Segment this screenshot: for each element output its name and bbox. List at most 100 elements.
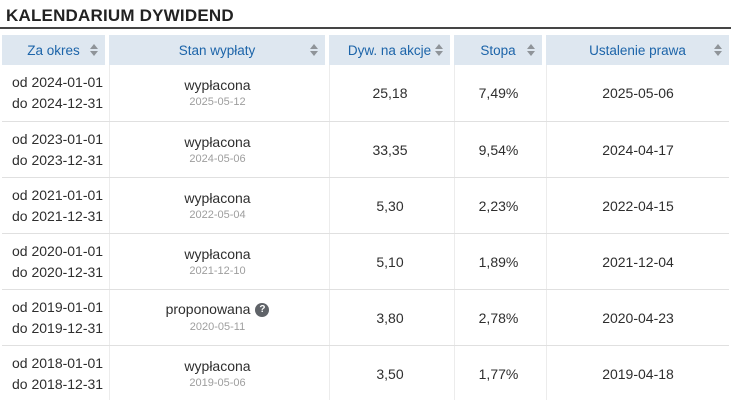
sort-icon[interactable] bbox=[90, 44, 98, 56]
period-to: do 2018-12-31 bbox=[12, 375, 104, 392]
cell-dividend-per-share: 25,18 bbox=[329, 65, 450, 121]
rights-date-value: 2024-04-17 bbox=[602, 141, 674, 158]
status-label: wypłacona bbox=[184, 133, 251, 150]
yield-value: 7,49% bbox=[478, 85, 519, 101]
column-header-label: Stan wypłaty bbox=[178, 42, 256, 58]
cell-period: od 2020-01-01 do 2020-12-31 bbox=[2, 234, 105, 289]
status-date: 2021-12-10 bbox=[189, 264, 246, 277]
dividend-value: 3,80 bbox=[376, 309, 404, 326]
cell-rights-date: 2024-04-17 bbox=[546, 122, 729, 177]
status-date: 2024-05-06 bbox=[189, 152, 246, 165]
yield-value: 1,77% bbox=[478, 365, 519, 382]
sort-icon[interactable] bbox=[527, 44, 535, 56]
page-title: KALENDARIUM DYWIDEND bbox=[6, 6, 234, 25]
table-row: od 2018-01-01 do 2018-12-31 wypłacona 20… bbox=[2, 345, 729, 400]
period-to: do 2024-12-31 bbox=[12, 95, 104, 111]
cell-dividend-per-share: 5,30 bbox=[329, 178, 450, 233]
rights-date-value: 2020-04-23 bbox=[602, 309, 674, 326]
column-header-stan-wyplaty[interactable]: Stan wypłaty bbox=[109, 35, 325, 65]
yield-value: 1,89% bbox=[478, 253, 519, 270]
column-header-label: Ustalenie prawa bbox=[589, 42, 686, 58]
cell-period: od 2024-01-01 do 2024-12-31 bbox=[2, 65, 105, 121]
status-label: wypłacona bbox=[184, 357, 251, 374]
period-from: od 2021-01-01 bbox=[12, 186, 104, 203]
table-body: od 2024-01-01 do 2024-12-31 wypłacona 20… bbox=[2, 65, 729, 400]
cell-dividend-per-share: 3,50 bbox=[329, 346, 450, 400]
period-from: od 2024-01-01 bbox=[12, 74, 104, 90]
status-label: wypłacona bbox=[184, 77, 251, 93]
status-date: 2019-05-06 bbox=[189, 376, 246, 389]
table-row: od 2020-01-01 do 2020-12-31 wypłacona 20… bbox=[2, 233, 729, 289]
table-row: od 2023-01-01 do 2023-12-31 wypłacona 20… bbox=[2, 121, 729, 177]
cell-status: wypłacona 2025-05-12 bbox=[109, 65, 325, 121]
sort-icon[interactable] bbox=[714, 44, 722, 56]
rights-date-value: 2021-12-04 bbox=[602, 253, 674, 270]
cell-dividend-per-share: 5,10 bbox=[329, 234, 450, 289]
table-header: Za okres Stan wypłaty Dyw. na akcje Stop… bbox=[2, 35, 729, 65]
cell-rights-date: 2025-05-06 bbox=[546, 65, 729, 121]
table-row: od 2019-01-01 do 2019-12-31 proponowana?… bbox=[2, 289, 729, 345]
table-row: od 2021-01-01 do 2021-12-31 wypłacona 20… bbox=[2, 177, 729, 233]
period-to: do 2020-12-31 bbox=[12, 263, 104, 280]
status-label: proponowana bbox=[165, 301, 251, 317]
sort-icon[interactable] bbox=[310, 44, 318, 56]
cell-period: od 2018-01-01 do 2018-12-31 bbox=[2, 346, 105, 400]
rights-date-value: 2025-05-06 bbox=[602, 85, 674, 101]
yield-value: 2,78% bbox=[478, 309, 519, 326]
cell-period: od 2021-01-01 do 2021-12-31 bbox=[2, 178, 105, 233]
period-from: od 2019-01-01 bbox=[12, 298, 104, 315]
cell-status: wypłacona 2022-05-04 bbox=[109, 178, 325, 233]
column-header-label: Stopa bbox=[480, 42, 516, 58]
cell-rights-date: 2019-04-18 bbox=[546, 346, 729, 400]
dividend-table: Za okres Stan wypłaty Dyw. na akcje Stop… bbox=[0, 29, 731, 400]
status-label: wypłacona bbox=[184, 189, 251, 206]
column-header-label: Za okres bbox=[27, 42, 80, 58]
cell-dividend-per-share: 3,80 bbox=[329, 290, 450, 345]
help-icon[interactable]: ? bbox=[255, 303, 270, 317]
period-to: do 2021-12-31 bbox=[12, 207, 104, 224]
status-date: 2022-05-04 bbox=[189, 208, 246, 221]
column-header-ustalenie-prawa[interactable]: Ustalenie prawa bbox=[546, 35, 729, 65]
period-from: od 2020-01-01 bbox=[12, 242, 104, 259]
dividend-value: 25,18 bbox=[372, 85, 408, 101]
cell-rights-date: 2021-12-04 bbox=[546, 234, 729, 289]
title-divider bbox=[0, 27, 731, 29]
cell-dividend-per-share: 33,35 bbox=[329, 122, 450, 177]
cell-yield: 2,23% bbox=[454, 178, 542, 233]
column-header-dyw-na-akcje[interactable]: Dyw. na akcje bbox=[329, 35, 450, 65]
cell-status: wypłacona 2021-12-10 bbox=[109, 234, 325, 289]
period-from: od 2023-01-01 bbox=[12, 130, 104, 147]
dividend-value: 33,35 bbox=[372, 141, 408, 158]
dividend-value: 5,30 bbox=[376, 197, 404, 214]
cell-status: wypłacona 2019-05-06 bbox=[109, 346, 325, 400]
yield-value: 9,54% bbox=[478, 141, 519, 158]
period-to: do 2019-12-31 bbox=[12, 319, 104, 336]
cell-rights-date: 2020-04-23 bbox=[546, 290, 729, 345]
column-header-stopa[interactable]: Stopa bbox=[454, 35, 542, 65]
rights-date-value: 2022-04-15 bbox=[602, 197, 674, 214]
status-date: 2020-05-11 bbox=[189, 321, 246, 333]
cell-yield: 9,54% bbox=[454, 122, 542, 177]
status-date: 2025-05-12 bbox=[189, 96, 246, 108]
cell-yield: 7,49% bbox=[454, 65, 542, 121]
status-label: wypłacona bbox=[184, 245, 251, 262]
cell-period: od 2019-01-01 do 2019-12-31 bbox=[2, 290, 105, 345]
period-to: do 2023-12-31 bbox=[12, 151, 104, 168]
column-header-label: Dyw. na akcje bbox=[347, 42, 432, 58]
table-row: od 2024-01-01 do 2024-12-31 wypłacona 20… bbox=[2, 65, 729, 121]
cell-yield: 1,77% bbox=[454, 346, 542, 400]
period-from: od 2018-01-01 bbox=[12, 354, 104, 371]
cell-rights-date: 2022-04-15 bbox=[546, 178, 729, 233]
cell-status: wypłacona 2024-05-06 bbox=[109, 122, 325, 177]
cell-yield: 2,78% bbox=[454, 290, 542, 345]
cell-period: od 2023-01-01 do 2023-12-31 bbox=[2, 122, 105, 177]
cell-yield: 1,89% bbox=[454, 234, 542, 289]
rights-date-value: 2019-04-18 bbox=[602, 365, 674, 382]
cell-status: proponowana? 2020-05-11 bbox=[109, 290, 325, 345]
column-header-za-okres[interactable]: Za okres bbox=[2, 35, 105, 65]
dividend-value: 3,50 bbox=[376, 365, 404, 382]
dividend-value: 5,10 bbox=[376, 253, 404, 270]
yield-value: 2,23% bbox=[478, 197, 519, 214]
sort-icon[interactable] bbox=[435, 44, 443, 56]
